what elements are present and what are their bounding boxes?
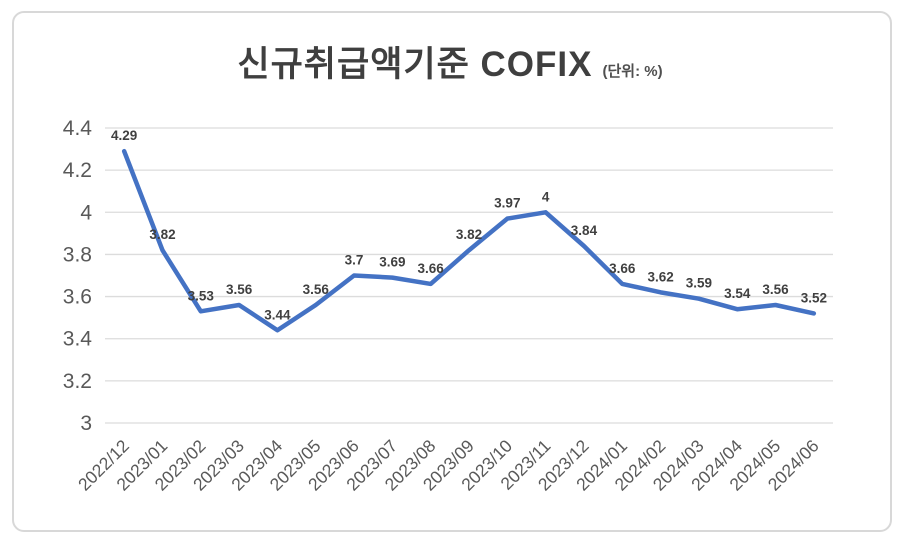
data-label: 3.56 <box>303 282 330 297</box>
y-axis-tick-label: 4 <box>80 201 92 224</box>
data-label: 3.44 <box>264 307 291 322</box>
y-axis-tick-label: 4.2 <box>63 159 92 182</box>
data-label: 3.66 <box>418 261 445 276</box>
data-label: 4 <box>542 189 550 204</box>
y-axis-tick-label: 3 <box>80 412 92 435</box>
chart-card <box>12 11 892 532</box>
data-label: 3.56 <box>762 282 789 297</box>
data-label: 3.54 <box>724 286 751 301</box>
chart-title-row: 신규취급액기준 COFIX (단위: %) <box>0 36 900 87</box>
data-label: 3.59 <box>686 276 712 291</box>
y-axis-tick-label: 3.6 <box>63 286 92 309</box>
data-label: 3.62 <box>647 269 673 284</box>
data-label: 3.82 <box>456 227 482 242</box>
data-label: 3.97 <box>494 196 520 211</box>
data-label: 3.82 <box>149 227 175 242</box>
y-axis-tick-label: 3.4 <box>63 328 93 351</box>
data-label: 4.29 <box>111 128 137 143</box>
data-label: 3.52 <box>801 290 827 305</box>
data-label: 3.56 <box>226 282 253 297</box>
chart-unit-label: (단위: %) <box>602 63 663 80</box>
y-axis-tick-label: 4.4 <box>63 117 93 140</box>
data-label: 3.53 <box>188 288 215 303</box>
data-label: 3.7 <box>345 253 364 268</box>
cofix-series-line <box>121 148 817 333</box>
data-label: 3.84 <box>571 223 598 238</box>
y-axis-tick-label: 3.8 <box>63 243 92 266</box>
data-label: 3.66 <box>609 261 636 276</box>
y-axis-tick-label: 3.2 <box>63 370 92 393</box>
chart-title: 신규취급액기준 COFIX <box>237 45 593 84</box>
data-label: 3.69 <box>379 255 405 270</box>
